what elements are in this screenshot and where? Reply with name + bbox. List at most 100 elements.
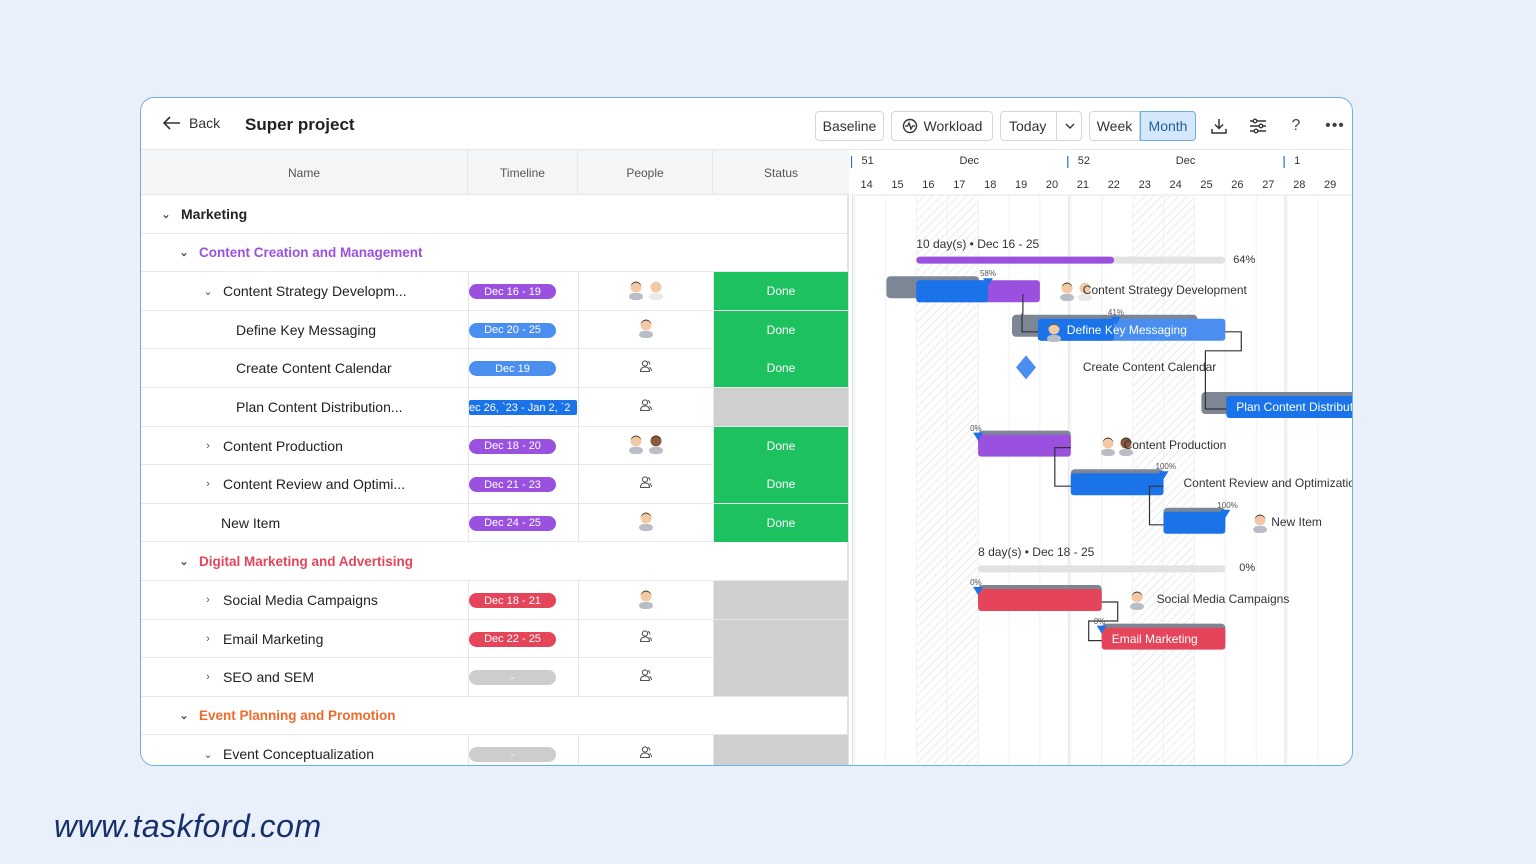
back-button[interactable]: Back [163, 115, 220, 131]
task-row[interactable]: › Content Review and Optimi... Dec 21 - 2… [141, 465, 849, 504]
chevron-down-icon[interactable]: ⌄ [203, 285, 213, 298]
timeline-badge[interactable]: Dec 24 - 25 [469, 515, 556, 531]
task-row[interactable]: ⌄ Content Strategy Developm... Dec 16 - 1… [141, 272, 849, 311]
timeline-badge[interactable]: - [469, 747, 556, 763]
chevron-right-icon[interactable]: › [206, 671, 210, 684]
people-cell[interactable] [579, 311, 713, 349]
status-badge[interactable] [714, 619, 848, 658]
avatar[interactable] [627, 432, 645, 459]
chevron-down-icon[interactable]: ⌄ [203, 748, 213, 761]
people-cell[interactable] [579, 388, 713, 426]
task-name[interactable]: New Item [221, 504, 280, 542]
status-badge[interactable]: Done [714, 503, 848, 542]
column-people-header[interactable]: People [578, 150, 713, 195]
filter-settings-icon[interactable] [1245, 113, 1271, 139]
week-button[interactable]: Week [1089, 111, 1140, 141]
assign-people-button[interactable] [639, 475, 653, 494]
chevron-right-icon[interactable]: › [206, 632, 210, 645]
status-badge[interactable] [714, 581, 848, 619]
group-row-digital[interactable]: ⌄ Digital Marketing and Advertising [141, 542, 849, 581]
status-badge[interactable]: Done [714, 272, 848, 311]
task-name[interactable]: › Content Production [201, 427, 343, 465]
timeline-badge[interactable]: - [469, 670, 556, 686]
task-name[interactable]: › Email Marketing [201, 620, 323, 658]
chevron-right-icon[interactable]: › [206, 478, 210, 491]
task-name[interactable]: ⌄ Content Strategy Developm... [201, 272, 406, 310]
column-name-header[interactable]: Name [141, 150, 468, 195]
timeline-badge[interactable]: Dec 18 - 21 [469, 593, 556, 608]
assign-people-button[interactable] [639, 629, 653, 648]
task-bar-newitem[interactable] [1163, 511, 1226, 534]
chevron-down-icon[interactable]: ⌄ [179, 710, 189, 723]
month-button[interactable]: Month [1140, 111, 1196, 141]
people-cell[interactable] [579, 427, 713, 465]
people-cell[interactable] [579, 504, 713, 542]
task-bar-review[interactable] [1070, 473, 1164, 496]
people-cell[interactable] [579, 735, 713, 765]
people-cell[interactable] [579, 465, 713, 503]
avatar[interactable] [647, 278, 665, 305]
task-bar-email[interactable] [1101, 627, 1226, 650]
task-name[interactable]: › Social Media Campaigns [201, 581, 378, 619]
avatar[interactable] [637, 509, 655, 536]
timeline-badge[interactable]: Dec 20 - 25 [469, 322, 556, 338]
status-badge[interactable]: Done [714, 465, 848, 504]
task-row[interactable]: Plan Content Distribution... ec 26, `23 … [141, 388, 849, 427]
chevron-down-icon[interactable]: ⌄ [161, 208, 171, 221]
today-button[interactable]: Today [1000, 111, 1082, 141]
task-bar-social[interactable] [978, 589, 1102, 611]
avatar[interactable] [637, 316, 655, 343]
task-row[interactable]: Create Content Calendar Dec 19 Done [141, 349, 849, 388]
group-row-event[interactable]: ⌄ Event Planning and Promotion [141, 697, 849, 736]
assign-people-button[interactable] [639, 668, 653, 687]
people-cell[interactable] [579, 272, 713, 310]
task-name[interactable]: Create Content Calendar [236, 349, 392, 387]
chevron-down-icon[interactable]: ⌄ [179, 555, 189, 568]
people-cell[interactable] [579, 581, 713, 619]
avatar[interactable] [637, 587, 655, 614]
status-badge[interactable] [714, 388, 848, 426]
task-name[interactable]: Plan Content Distribution... [236, 388, 403, 426]
people-cell[interactable] [579, 349, 713, 387]
task-row[interactable]: New Item Dec 24 - 25 Done [141, 503, 849, 543]
people-cell[interactable] [579, 658, 713, 696]
task-row[interactable]: › Email Marketing Dec 22 - 25 [141, 619, 849, 659]
help-icon[interactable]: ? [1291, 117, 1301, 134]
timeline-badge[interactable]: Dec 19 [469, 361, 556, 377]
status-badge[interactable]: Done [714, 310, 848, 349]
task-name[interactable]: Define Key Messaging [236, 311, 376, 349]
task-row[interactable]: › SEO and SEM - [141, 658, 849, 697]
assign-people-button[interactable] [639, 398, 653, 417]
status-badge[interactable] [714, 735, 848, 765]
workload-button[interactable]: Workload [891, 111, 993, 141]
timeline-badge[interactable]: Dec 21 - 23 [469, 477, 556, 493]
timeline-badge[interactable]: Dec 22 - 25 [469, 631, 556, 647]
status-badge[interactable]: Done [714, 426, 848, 465]
people-cell[interactable] [579, 620, 713, 658]
task-name[interactable]: › Content Review and Optimi... [201, 465, 405, 503]
avatar[interactable] [647, 432, 665, 459]
chevron-right-icon[interactable]: › [206, 594, 210, 606]
timeline-badge[interactable]: Dec 16 - 19 [469, 284, 556, 300]
chevron-down-icon[interactable]: ⌄ [179, 247, 189, 260]
today-dropdown[interactable] [1056, 112, 1082, 140]
task-name[interactable]: ⌄ Event Conceptualization [201, 735, 374, 765]
task-row[interactable]: Define Key Messaging Dec 20 - 25 Done [141, 310, 849, 350]
assign-people-button[interactable] [639, 359, 653, 378]
task-bar-production[interactable] [978, 434, 1071, 457]
column-status-header[interactable]: Status [763, 165, 799, 180]
download-icon[interactable] [1206, 113, 1232, 139]
avatar[interactable] [627, 278, 645, 305]
chevron-right-icon[interactable]: › [206, 439, 210, 452]
task-row[interactable]: › Social Media Campaigns Dec 18 - 21 [141, 581, 849, 620]
status-badge[interactable] [714, 658, 848, 697]
task-name[interactable]: › SEO and SEM [201, 658, 314, 696]
task-row[interactable]: ⌄ Event Conceptualization - [141, 735, 849, 765]
baseline-button[interactable]: Baseline [815, 111, 884, 141]
more-icon[interactable]: ••• [1325, 117, 1345, 134]
status-badge[interactable]: Done [714, 349, 848, 388]
assign-people-button[interactable] [639, 745, 653, 764]
task-bar-distribution[interactable] [1226, 396, 1352, 418]
task-row[interactable]: › Content Production Dec 18 - 20 Done [141, 426, 849, 466]
column-timeline-header[interactable]: Timeline [468, 150, 578, 195]
